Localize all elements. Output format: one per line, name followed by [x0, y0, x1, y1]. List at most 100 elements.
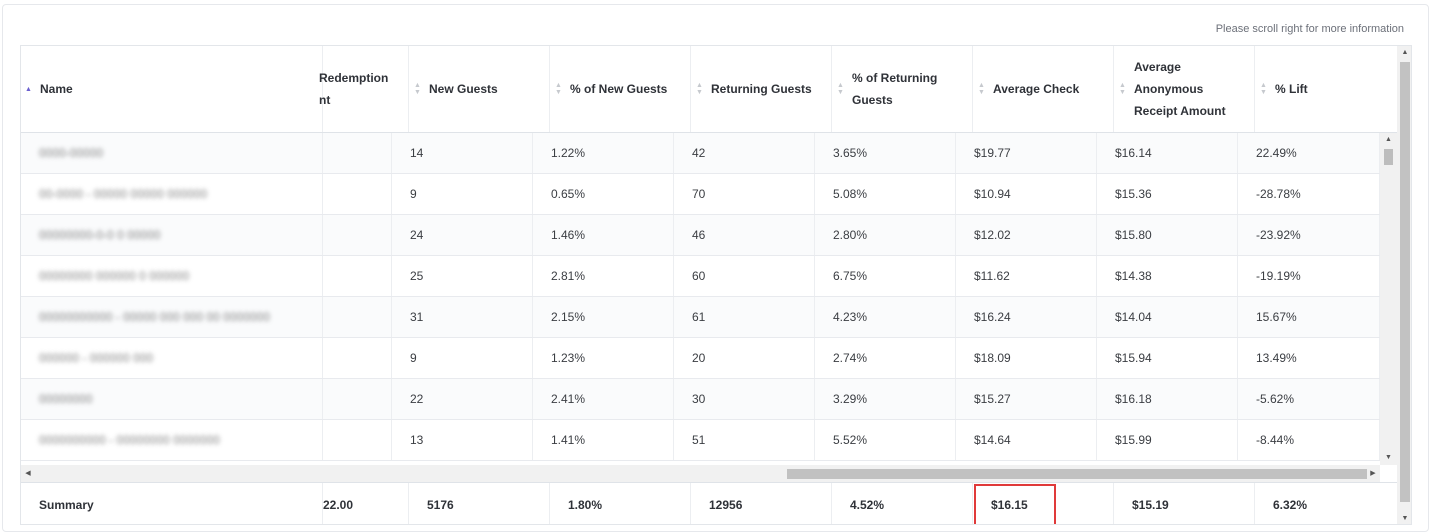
cell-avg-anonymous-receipt-value: $16.14 — [1115, 146, 1152, 160]
table-row[interactable]: 00000000 000000 0 000000 25 2.81% 60 6.75% $1… — [21, 256, 1380, 297]
column-header-avg-anon-line3: Receipt Amount — [1134, 104, 1226, 118]
sort-icon[interactable]: ▲ ▼ — [1260, 82, 1267, 96]
cell-new-guests: 14 — [392, 133, 533, 173]
cell-average-check-value: $10.94 — [974, 187, 1011, 201]
cell-average-check-value: $16.24 — [974, 310, 1011, 324]
cell-redemption — [323, 133, 392, 173]
cell-average-check-value: $15.27 — [974, 392, 1011, 406]
horizontal-scrollbar[interactable]: ◀ ▶ — [21, 465, 1380, 482]
cell-pct-lift-value: 22.49% — [1256, 146, 1297, 160]
table-row[interactable]: 00000000-0-0 0 00000 24 1.46% 46 2.80% $12.02… — [21, 215, 1380, 256]
table-row[interactable]: 00-0000 - 00000 00000 000000 9 0.65% 70 5.08… — [21, 174, 1380, 215]
cell-name-value: 00000000 — [39, 392, 93, 406]
cell-pct-new-guests-value: 1.22% — [551, 146, 586, 160]
column-header-pct-lift[interactable]: ▲ ▼ % Lift — [1260, 82, 1308, 96]
cell-name-value: 00-0000 - 00000 00000 000000 — [39, 187, 208, 201]
triangle-right-icon[interactable]: ▶ — [1370, 470, 1376, 477]
cell-name-value: 00000000 000000 0 000000 — [39, 269, 190, 283]
cell-pct-new-guests: 1.23% — [533, 338, 674, 378]
cell-new-guests: 9 — [392, 174, 533, 214]
cell-new-guests-value: 25 — [410, 269, 424, 283]
table-row[interactable]: 0000-00000 14 1.22% 42 3.65% $19.77 $16.14 22.4… — [21, 133, 1380, 174]
vertical-scrollbar[interactable]: ▲ ▼ — [1380, 133, 1397, 465]
cell-pct-returning-guests-value: 5.52% — [833, 433, 868, 447]
cell-pct-returning-guests-value: 2.74% — [833, 351, 868, 365]
cell-average-check: $10.94 — [956, 174, 1097, 214]
cell-pct-lift: -8.44% — [1238, 420, 1380, 460]
sort-icon[interactable]: ▲ ▼ — [978, 82, 985, 96]
horizontal-scroll-thumb[interactable] — [787, 469, 1367, 479]
cell-pct-returning-guests-value: 3.65% — [833, 146, 868, 160]
table-row[interactable]: 0000000000 - 00000000 0000000 13 1.41% 51 5.… — [21, 420, 1380, 461]
column-header-redemption[interactable]: Redemption nt — [319, 46, 409, 132]
cell-pct-returning-guests: 2.74% — [815, 338, 956, 378]
table-row[interactable]: 00000000 22 2.41% 30 3.29% $15.27 $16.18 -5.62% — [21, 379, 1380, 420]
scroll-hint: Please scroll right for more information — [1215, 23, 1404, 35]
cell-avg-anonymous-receipt-value: $16.18 — [1115, 392, 1152, 406]
summary-average-check: $16.15 — [973, 483, 1114, 524]
sort-icon[interactable]: ▲ ▼ — [696, 82, 703, 96]
cell-new-guests-value: 9 — [410, 187, 417, 201]
cell-redemption — [323, 297, 392, 337]
table-row[interactable]: 000000 - 000000 000 9 1.23% 20 2.74% $18.09 $1… — [21, 338, 1380, 379]
column-header-name[interactable]: ▲ Name — [21, 46, 323, 132]
table-row[interactable]: 00000000000 - 00000 000 000 00 0000000 31… — [21, 297, 1380, 338]
cell-pct-lift-value: -28.78% — [1256, 187, 1301, 201]
summary-new-guests: 5176 — [409, 483, 550, 524]
column-header-pct-returning-guests[interactable]: ▲ ▼ % of Returning Guests — [832, 46, 973, 132]
cell-pct-new-guests: 1.41% — [533, 420, 674, 460]
triangle-up-icon[interactable]: ▲ — [1401, 49, 1409, 56]
sort-icon[interactable]: ▲ ▼ — [837, 82, 844, 96]
cell-returning-guests: 60 — [674, 256, 815, 296]
cell-pct-returning-guests-value: 6.75% — [833, 269, 868, 283]
cell-avg-anonymous-receipt: $14.38 — [1097, 256, 1238, 296]
cell-avg-anonymous-receipt: $15.94 — [1097, 338, 1238, 378]
summary-row: Summary 22.00 5176 1.80% 12956 4.52% $16… — [21, 482, 1397, 524]
sort-icon[interactable]: ▲ ▼ — [1119, 82, 1126, 96]
vertical-scroll-thumb[interactable] — [1384, 149, 1393, 165]
cell-returning-guests-value: 30 — [692, 392, 706, 406]
column-header-returning-guests[interactable]: ▲ ▼ Returning Guests — [691, 46, 832, 132]
sort-icon[interactable]: ▲ ▼ — [555, 82, 562, 96]
cell-avg-anonymous-receipt-value: $14.04 — [1115, 310, 1152, 324]
cell-pct-returning-guests: 3.29% — [815, 379, 956, 419]
cell-returning-guests: 20 — [674, 338, 815, 378]
column-header-avg-anonymous-receipt[interactable]: ▲ ▼ Average Anonymous Receipt Amount — [1114, 46, 1255, 132]
cell-pct-lift: -28.78% — [1238, 174, 1380, 214]
cell-pct-returning-guests: 3.65% — [815, 133, 956, 173]
cell-pct-new-guests: 0.65% — [533, 174, 674, 214]
cell-avg-anonymous-receipt-value: $15.36 — [1115, 187, 1152, 201]
column-header-new-guests[interactable]: ▲ ▼ New Guests — [409, 46, 550, 132]
cell-avg-anonymous-receipt: $16.18 — [1097, 379, 1238, 419]
cell-pct-new-guests-value: 2.41% — [551, 392, 586, 406]
cell-new-guests: 25 — [392, 256, 533, 296]
column-header-pct-returning-line2: Guests — [852, 93, 893, 107]
cell-returning-guests-value: 51 — [692, 433, 706, 447]
sort-icon[interactable]: ▲ — [25, 85, 32, 93]
summary-redemption: 22.00 — [323, 483, 409, 524]
cell-average-check: $18.09 — [956, 338, 1097, 378]
cell-pct-new-guests: 1.22% — [533, 133, 674, 173]
cell-returning-guests: 70 — [674, 174, 815, 214]
cell-pct-new-guests-value: 2.15% — [551, 310, 586, 324]
cell-new-guests-value: 31 — [410, 310, 424, 324]
triangle-down-icon[interactable]: ▼ — [1385, 454, 1392, 461]
outer-vertical-scroll-thumb[interactable] — [1400, 62, 1410, 502]
cell-avg-anonymous-receipt-value: $15.99 — [1115, 433, 1152, 447]
cell-pct-lift-value: -8.44% — [1256, 433, 1295, 447]
column-header-average-check[interactable]: ▲ ▼ Average Check — [973, 46, 1114, 132]
column-header-pct-new-guests[interactable]: ▲ ▼ % of New Guests — [550, 46, 691, 132]
cell-returning-guests-value: 70 — [692, 187, 706, 201]
outer-vertical-scrollbar[interactable]: ▲ ▼ — [1397, 46, 1411, 524]
column-header-pct-returning-line1: % of Returning — [852, 71, 938, 85]
cell-pct-returning-guests-value: 2.80% — [833, 228, 868, 242]
column-header-redemption-line2: nt — [319, 93, 331, 107]
triangle-down-icon[interactable]: ▼ — [1401, 515, 1409, 522]
triangle-up-icon[interactable]: ▲ — [1385, 136, 1392, 143]
sort-icon[interactable]: ▲ ▼ — [414, 82, 421, 96]
summary-label: Summary — [21, 483, 323, 524]
triangle-left-icon[interactable]: ◀ — [25, 470, 31, 477]
cell-pct-new-guests-value: 1.46% — [551, 228, 586, 242]
cell-name: 00000000 000000 0 000000 — [21, 256, 323, 296]
column-header-avg-anon-line2: Anonymous — [1134, 82, 1204, 96]
